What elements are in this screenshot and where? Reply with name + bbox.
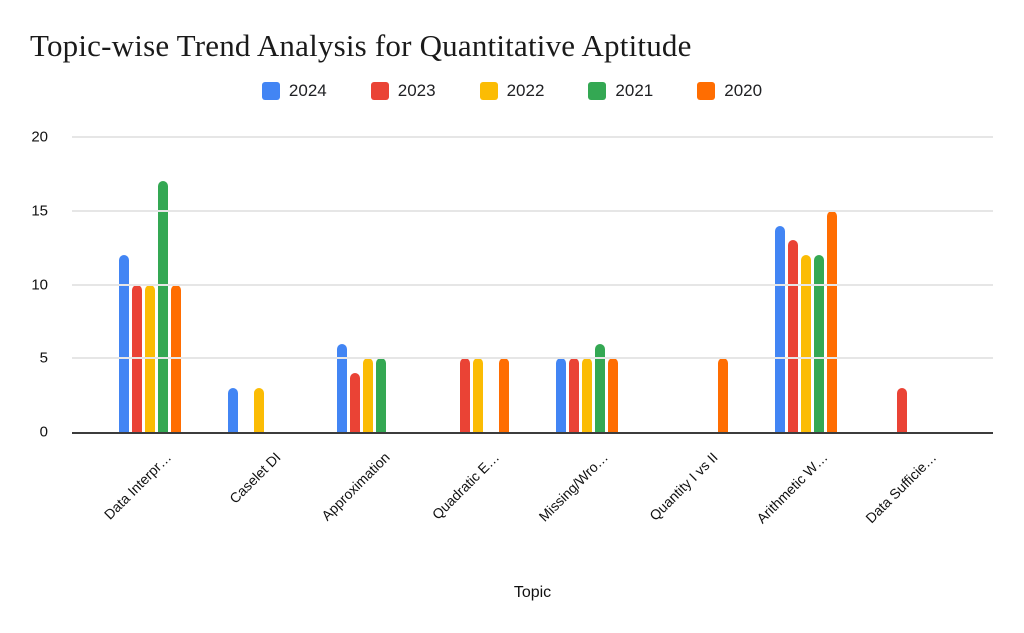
bar-2024 — [228, 387, 239, 432]
x-axis-title: Topic — [513, 584, 552, 601]
legend-swatch-icon — [370, 82, 389, 100]
bar-2021 — [376, 358, 387, 432]
bar-2021 — [813, 255, 824, 432]
bar-group — [861, 137, 970, 432]
bar-2022 — [363, 358, 374, 432]
y-tick-label: 20 — [31, 128, 48, 146]
legend-entry-2022: 2022 — [479, 81, 545, 101]
bar-2024 — [337, 343, 348, 432]
x-category-label: Arithmetic W… — [752, 449, 831, 527]
legend-label: 2020 — [724, 81, 763, 100]
bar-2021 — [595, 343, 606, 432]
bar-2024 — [118, 255, 129, 432]
legend-swatch-icon — [479, 82, 498, 100]
bar-2022 — [582, 358, 593, 432]
bar-2023 — [897, 387, 908, 432]
y-tick-label: 5 — [39, 349, 48, 367]
bar-2023 — [459, 358, 470, 432]
bar-2024 — [774, 225, 785, 432]
legend-entry-2020: 2020 — [697, 81, 762, 101]
x-category-label: Quantity I vs II — [646, 449, 721, 524]
bar-2021 — [157, 181, 168, 432]
x-category-label: Caselet DI — [225, 449, 284, 507]
bar-group — [533, 137, 642, 432]
legend-entry-2021: 2021 — [588, 81, 653, 101]
bar-group — [204, 137, 313, 432]
x-category-label: Missing/Wro… — [536, 449, 612, 525]
gridline — [72, 357, 993, 360]
x-category-label: Approximation — [318, 449, 393, 524]
y-tick-label: 15 — [31, 202, 48, 220]
y-tick-label: 0 — [39, 423, 48, 441]
bar-group — [642, 137, 751, 432]
legend-swatch-icon — [697, 82, 716, 100]
x-category-label: Data Interpr… — [100, 449, 175, 523]
x-category-label: Data Sufficie… — [862, 449, 940, 527]
legend-label: 2021 — [615, 81, 654, 100]
legend-swatch-icon — [588, 82, 607, 100]
legend-entry-2024: 2024 — [261, 81, 327, 101]
bar-group — [423, 137, 532, 432]
bar-2023 — [350, 373, 361, 432]
x-axis-category-labels: Data Interpr… Caselet DI Approximation Quad… — [72, 434, 993, 569]
bar-2024 — [556, 358, 567, 432]
bar-group — [751, 137, 860, 432]
bar-2020 — [717, 358, 728, 432]
gridline — [72, 283, 993, 286]
legend-label: 2022 — [506, 81, 545, 100]
bar-2022 — [254, 387, 265, 432]
legend-entry-2023: 2023 — [370, 81, 436, 101]
plot-area — [72, 136, 993, 434]
bar-2023 — [569, 358, 580, 432]
legend: 2024 2023 2022 2021 2020 — [0, 81, 1024, 101]
bar-2022 — [472, 358, 483, 432]
gridline — [72, 209, 993, 212]
y-tick-label: 10 — [31, 276, 48, 293]
legend-label: 2023 — [397, 81, 436, 100]
bar-group — [314, 137, 423, 432]
bar-2022 — [800, 255, 811, 432]
chart-title: Topic-wise Trend Analysis for Quantitati… — [30, 28, 692, 63]
bar-2020 — [826, 210, 837, 432]
y-axis-tick-labels: 0 5 10 15 20 — [0, 130, 48, 440]
legend-swatch-icon — [261, 82, 280, 100]
bar-2020 — [608, 358, 619, 432]
legend-label: 2024 — [288, 81, 327, 100]
gridline — [72, 136, 993, 138]
bar-2020 — [498, 358, 509, 432]
bar-2023 — [787, 240, 798, 432]
x-category-label: Quadratic E… — [428, 449, 503, 523]
